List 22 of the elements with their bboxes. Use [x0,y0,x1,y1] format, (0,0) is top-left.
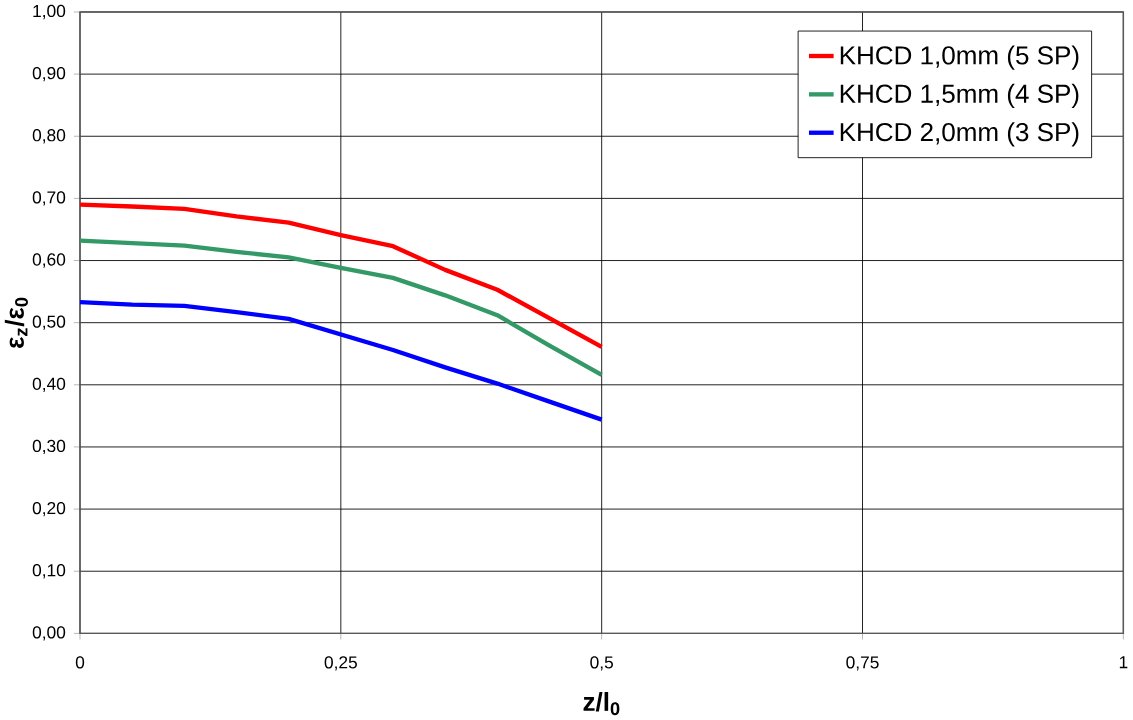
x-tick-label: 0,75 [846,656,879,671]
legend-label: KHCD 2,0mm (3 SP) [840,122,1079,147]
y-tick-label: 0,60 [32,253,66,268]
y-tick-label: 1,00 [33,4,66,20]
y-tick-label: 0,20 [32,501,66,517]
y-axis-title: ε$_{z}$/ε$_{0}$ [4,297,28,349]
x-axis-title: z/l$_{0}$ [583,692,620,716]
x-tick-label: 1 [1119,656,1128,669]
x-tick-label: 0,5 [590,656,613,671]
line-series [79,238,604,378]
y-tick-label: 0,30 [32,439,66,455]
y-tick-label: 0,00 [32,626,66,641]
y-tick-label: 0,80 [32,129,66,144]
x-tick-label: 0,25 [324,656,357,671]
y-tick-label: 0,40 [32,377,66,392]
y-tick-label: 0,90 [32,66,66,82]
y-tick-label: 0,10 [32,564,66,579]
y-tick-label: 0,70 [32,191,66,206]
y-tick-label: 0,50 [32,315,66,330]
legend-label: KHCD 1,0mm (5 SP) [840,45,1079,70]
x-tick-label: 0 [75,656,85,669]
legend-label: KHCD 1,5mm (4 SP) [840,83,1079,109]
